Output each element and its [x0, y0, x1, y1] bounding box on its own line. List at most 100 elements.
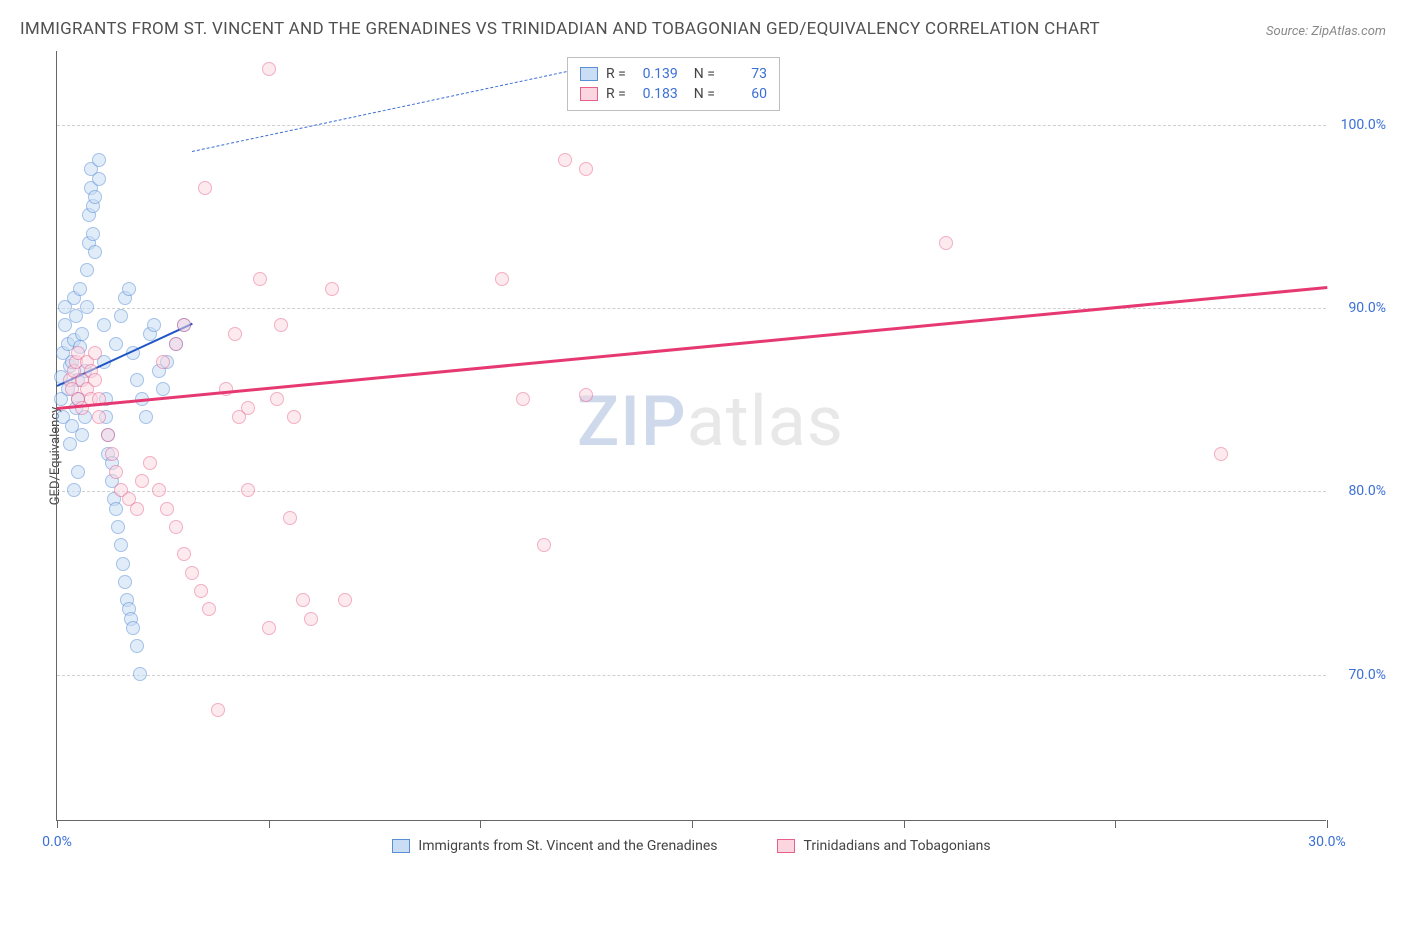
data-point [147, 318, 161, 332]
data-point [88, 245, 102, 259]
header-row: IMMIGRANTS FROM ST. VINCENT AND THE GREN… [20, 16, 1386, 43]
data-point [130, 639, 144, 653]
stats-row: R = 0.183 N = 60 [580, 84, 767, 104]
data-point [156, 355, 170, 369]
data-point [325, 282, 339, 296]
x-tick [692, 820, 693, 828]
data-point [133, 667, 147, 681]
data-point [198, 181, 212, 195]
data-point [116, 557, 130, 571]
data-point [101, 428, 115, 442]
data-point [109, 465, 123, 479]
data-point [80, 300, 94, 314]
y-tick-label: 80.0% [1334, 483, 1386, 499]
leader-line [192, 71, 567, 152]
legend-item: Immigrants from St. Vincent and the Gren… [392, 838, 717, 854]
data-point [88, 190, 102, 204]
data-point [111, 520, 125, 534]
data-point [194, 584, 208, 598]
stats-box: R = 0.139 N = 73 R = 0.183 N = 60 [567, 57, 780, 111]
watermark: ZIPatlas [577, 381, 844, 463]
data-point [86, 227, 100, 241]
data-point [160, 502, 174, 516]
data-point [92, 410, 106, 424]
x-tick [57, 820, 58, 828]
n-value: 73 [723, 66, 767, 82]
data-point [122, 282, 136, 296]
y-tick-label: 70.0% [1334, 667, 1386, 683]
data-point [262, 621, 276, 635]
data-point [130, 502, 144, 516]
data-point [202, 602, 216, 616]
r-value: 0.183 [634, 86, 678, 102]
series-swatch [580, 67, 598, 81]
data-point [241, 483, 255, 497]
legend-label: Immigrants from St. Vincent and the Gren… [418, 838, 717, 854]
data-point [130, 373, 144, 387]
r-label: R = [606, 86, 626, 102]
data-point [253, 272, 267, 286]
data-point [109, 502, 123, 516]
data-point [152, 483, 166, 497]
data-point [177, 547, 191, 561]
x-tick [269, 820, 270, 828]
data-point [135, 474, 149, 488]
data-point [579, 162, 593, 176]
x-tick [1327, 820, 1328, 828]
data-point [75, 428, 89, 442]
data-point [177, 318, 191, 332]
data-point [73, 282, 87, 296]
legend-swatch [777, 839, 795, 853]
data-point [270, 392, 284, 406]
data-point [262, 62, 276, 76]
data-point [114, 309, 128, 323]
y-tick-label: 100.0% [1334, 117, 1386, 133]
x-tick [904, 820, 905, 828]
n-label: N = [694, 86, 715, 102]
watermark-zip: ZIP [577, 381, 687, 463]
data-point [211, 703, 225, 717]
data-point [92, 153, 106, 167]
chart-title: IMMIGRANTS FROM ST. VINCENT AND THE GREN… [20, 16, 1100, 43]
grid-line [57, 308, 1326, 309]
data-point [579, 388, 593, 402]
data-point [156, 382, 170, 396]
data-point [283, 511, 297, 525]
data-point [169, 520, 183, 534]
chart-container: GED/Equivalency ZIPatlas 70.0%80.0%90.0%… [20, 51, 1386, 861]
data-point [75, 327, 89, 341]
legend: Immigrants from St. Vincent and the Gren… [57, 838, 1326, 854]
data-point [169, 337, 183, 351]
data-point [296, 593, 310, 607]
data-point [1214, 447, 1228, 461]
n-value: 60 [723, 86, 767, 102]
data-point [558, 153, 572, 167]
data-point [274, 318, 288, 332]
stats-row: R = 0.139 N = 73 [580, 64, 767, 84]
legend-item: Trinidadians and Tobagonians [777, 838, 990, 854]
grid-line [57, 675, 1326, 676]
r-value: 0.139 [634, 66, 678, 82]
data-point [105, 447, 119, 461]
trend-line [57, 286, 1327, 409]
data-point [88, 346, 102, 360]
data-point [185, 566, 199, 580]
data-point [88, 373, 102, 387]
watermark-atlas: atlas [687, 381, 844, 463]
data-point [939, 236, 953, 250]
n-label: N = [694, 66, 715, 82]
r-label: R = [606, 66, 626, 82]
y-tick-label: 90.0% [1334, 300, 1386, 316]
data-point [71, 465, 85, 479]
data-point [92, 172, 106, 186]
data-point [109, 337, 123, 351]
data-point [97, 318, 111, 332]
x-tick [1115, 820, 1116, 828]
legend-label: Trinidadians and Tobagonians [803, 838, 990, 854]
data-point [304, 612, 318, 626]
data-point [232, 410, 246, 424]
data-point [495, 272, 509, 286]
legend-swatch [392, 839, 410, 853]
data-point [63, 437, 77, 451]
source-attribution: Source: ZipAtlas.com [1266, 24, 1386, 43]
